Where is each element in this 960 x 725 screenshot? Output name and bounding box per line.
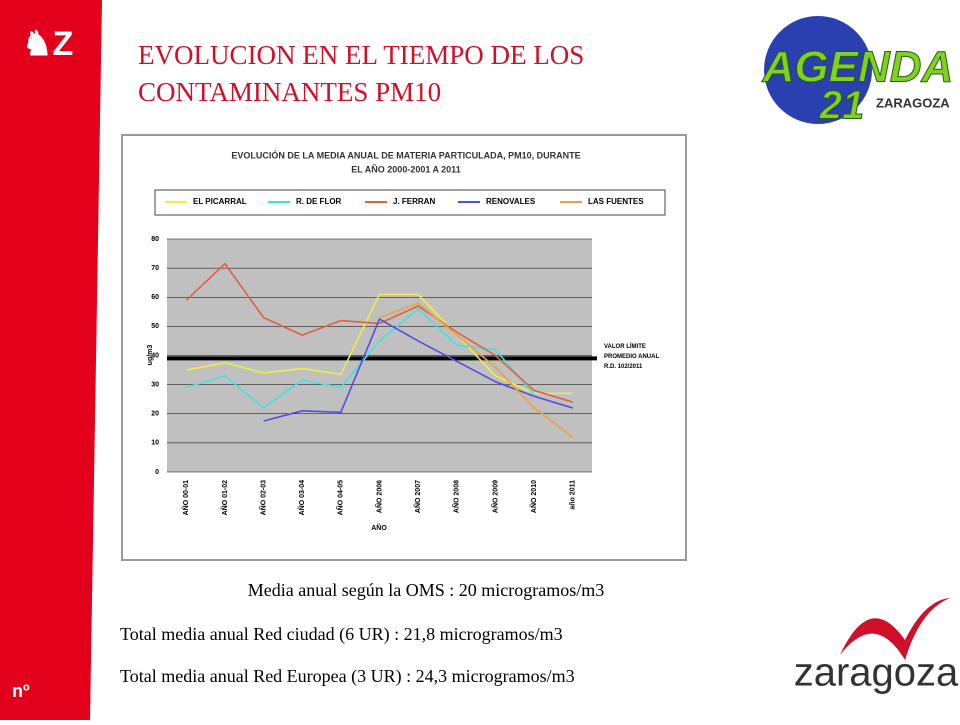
legend-label: J. FERRAN: [393, 197, 435, 206]
x-tick-label: año 2011: [570, 480, 577, 510]
x-axis-label: AÑO: [371, 523, 387, 532]
legend-label: R. DE FLOR: [296, 197, 342, 206]
sidebar: [0, 0, 102, 720]
x-tick-label: AÑO 00-01: [181, 480, 190, 516]
legend-label: EL PICARRAL: [193, 197, 247, 206]
x-tick-label: AÑO 04-05: [336, 480, 345, 516]
note: Total media anual Red Europea (3 UR) : 2…: [120, 666, 575, 687]
x-tick-label: AÑO 03-04: [297, 480, 306, 516]
y-tick-label: 70: [151, 265, 159, 272]
y-tick-label: 30: [151, 381, 159, 388]
x-tick-label: AÑO 2009: [490, 480, 499, 513]
x-tick-label: AÑO 2010: [529, 480, 538, 513]
series-line: [379, 302, 574, 438]
logo-agenda: AGENDA: [762, 43, 954, 92]
x-tick-label: AÑO 2007: [413, 480, 422, 513]
logo-text: zaragoza: [794, 651, 959, 695]
y-tick-label: 10: [151, 440, 159, 447]
legend-label: LAS FUENTES: [588, 197, 644, 206]
chart-title: EVOLUCIÓN DE LA MEDIA ANUAL DE MATERIA P…: [231, 149, 580, 160]
logo-mark: [840, 598, 950, 660]
reference-label: PROMEDIO ANUAL: [604, 354, 659, 360]
logo-z: ♞Z: [22, 25, 73, 63]
reference-label: VALOR LÍMITE: [604, 342, 646, 350]
slide-title: EVOLUCION EN EL TIEMPO DE LOS: [138, 40, 584, 70]
y-tick-label: 80: [151, 236, 159, 243]
x-tick-label: AÑO 2006: [374, 480, 383, 513]
logo-city: ZARAGOZA: [876, 95, 950, 110]
legend-label: RENOVALES: [486, 197, 536, 206]
note: Media anual según la OMS : 20 microgramo…: [248, 580, 604, 600]
y-tick-label: 40: [151, 352, 159, 359]
x-tick-label: AÑO 01-02: [220, 480, 229, 516]
logo-21: 21: [819, 84, 865, 128]
reference-label: R.D. 102/2011: [604, 364, 643, 370]
globe: [764, 16, 872, 124]
x-tick-label: AÑO 2008: [452, 480, 461, 513]
series-line: [185, 262, 573, 403]
y-tick-label: 0: [155, 469, 159, 476]
corner-text: nº: [12, 681, 30, 701]
y-tick-label: 60: [151, 294, 159, 301]
series-line: [263, 317, 573, 422]
chart-title: EL AÑO 2000-2001 A 2011: [351, 164, 460, 174]
slide-title: CONTAMINANTES PM10: [138, 77, 441, 107]
y-tick-label: 20: [151, 411, 159, 418]
y-axis-label: ug/m3: [147, 345, 154, 366]
y-tick-label: 50: [151, 323, 159, 330]
x-tick-label: AÑO 02-03: [258, 480, 267, 516]
note: Total media anual Red ciudad (6 UR) : 21…: [120, 624, 563, 645]
